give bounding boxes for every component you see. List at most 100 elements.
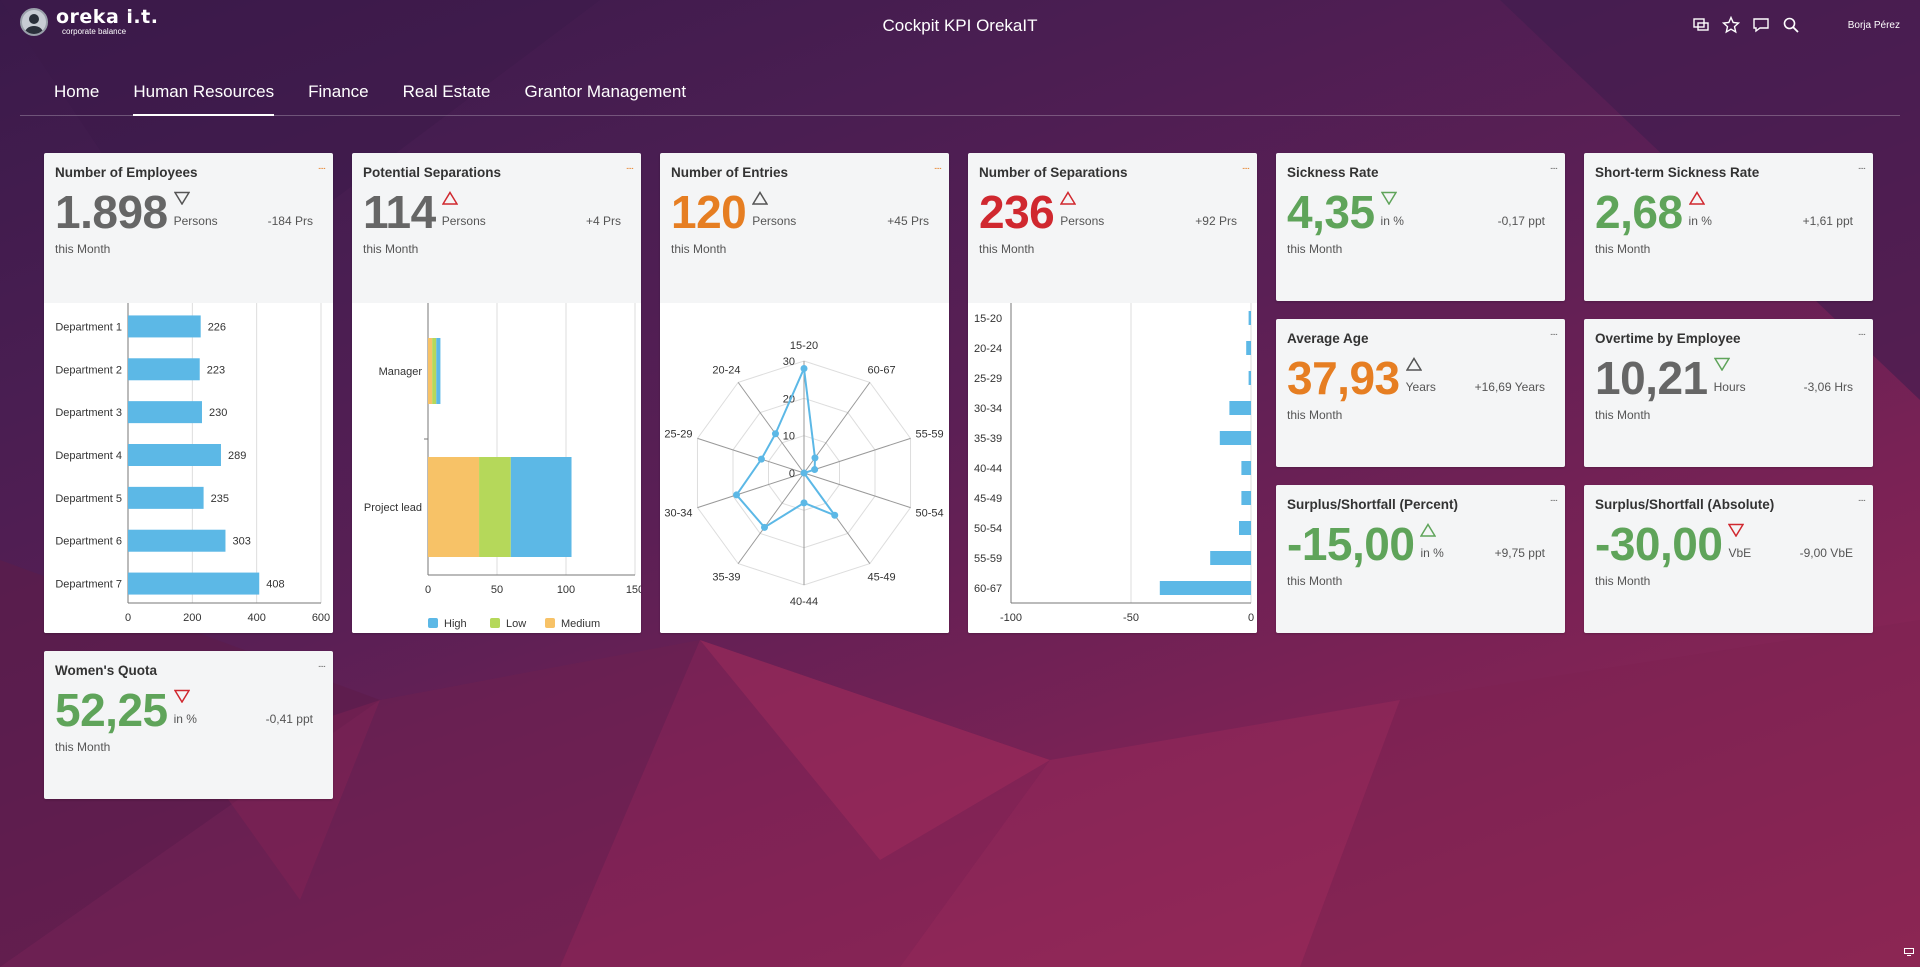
data-label: 235 — [211, 493, 229, 505]
legend-label: Low — [506, 618, 526, 630]
kpi-value: 2,68 — [1595, 186, 1683, 238]
trend-down-icon — [173, 689, 190, 708]
bar — [1159, 581, 1251, 595]
feedback-icon[interactable] — [1752, 16, 1770, 34]
tile-menu-icon[interactable]: .... — [1549, 161, 1558, 172]
radar-spoke — [737, 382, 805, 474]
tile-menu-icon[interactable]: .... — [317, 659, 326, 670]
bar — [1239, 521, 1251, 535]
tile-menu-icon[interactable]: .... — [625, 161, 634, 172]
tab-real-estate[interactable]: Real Estate — [402, 82, 491, 101]
radar-point — [761, 523, 769, 531]
data-label: 230 — [209, 407, 227, 419]
logo-sub-text: corporate balance — [62, 27, 127, 36]
potential-separations-chart: 0 50 100 150 Manager Project lead High Low Mediu… — [364, 303, 641, 630]
radar-point — [831, 511, 839, 519]
tile-number-of-separations[interactable]: Number of Separations .... 236 Persons +… — [968, 153, 1257, 633]
y-tick-label: Project lead — [364, 502, 422, 514]
kpi-period: this Month — [1287, 408, 1343, 422]
y-tick-label: Department 4 — [55, 450, 122, 462]
tile-title: Surplus/Shortfall (Percent) — [1287, 497, 1459, 512]
tile-menu-icon[interactable]: .... — [1549, 327, 1558, 338]
radar-category-label: 40-44 — [790, 596, 818, 608]
kpi-period: this Month — [55, 242, 111, 256]
y-tick-label: 15-20 — [974, 313, 1002, 325]
tile-menu-icon[interactable]: .... — [1241, 161, 1250, 172]
tile-potential-separations[interactable]: Potential Separations .... 114 Persons +… — [352, 153, 641, 633]
tile-menu-icon[interactable]: .... — [1549, 493, 1558, 504]
kpi-delta: -184 Prs — [267, 214, 313, 228]
company-logo[interactable]: oreka i.t. corporate balance — [20, 8, 158, 36]
tab-home[interactable]: Home — [54, 82, 100, 101]
tile-menu-icon[interactable]: .... — [317, 161, 326, 172]
kpi-value: 37,93 — [1287, 352, 1400, 404]
kpi-unit: Persons — [1060, 214, 1105, 228]
tile-surplus-shortfall-percent[interactable]: Surplus/Shortfall (Percent) .... -15,00 … — [1276, 485, 1565, 633]
kpi-delta: +16,69 Years — [1474, 380, 1545, 394]
user-name[interactable]: Borja Pérez — [1847, 20, 1900, 31]
tile-title: Overtime by Employee — [1595, 331, 1741, 346]
tile-womens-quota[interactable]: Women's Quota .... 52,25 in % -0,41 ppt … — [44, 651, 333, 799]
bar — [1219, 431, 1251, 445]
bar — [1241, 461, 1251, 475]
shell-header: oreka i.t. corporate balance Cockpit KPI… — [0, 0, 1920, 52]
y-tick-label: 60-67 — [974, 583, 1002, 595]
tab-grantor-management[interactable]: Grantor Management — [524, 82, 687, 101]
tile-title: Short-term Sickness Rate — [1595, 165, 1760, 180]
radar-point — [800, 469, 808, 477]
kpi-delta: +45 Prs — [887, 214, 929, 228]
tab-human-resources[interactable]: Human Resources — [133, 72, 275, 116]
tile-number-of-employees[interactable]: Number of Employees .... 1.898 Persons -… — [44, 153, 333, 633]
tile-sickness-rate[interactable]: Sickness Rate .... 4,35 in % -0,17 ppt t… — [1276, 153, 1565, 301]
tile-title: Potential Separations — [363, 165, 502, 180]
kpi-unit: Persons — [173, 214, 218, 228]
radar-category-label: 50-54 — [915, 508, 943, 520]
legend-label: High — [444, 618, 467, 630]
trend-down-icon — [1728, 523, 1745, 542]
tile-menu-icon[interactable]: .... — [1857, 327, 1866, 338]
notifications-icon[interactable] — [1692, 16, 1710, 34]
kpi-unit: in % — [1380, 214, 1404, 228]
x-tick-label: 400 — [247, 612, 265, 624]
radar-category-label: 20-24 — [712, 364, 740, 376]
y-tick-label: Department 3 — [55, 407, 122, 419]
kpi-period: this Month — [1595, 242, 1651, 256]
avatar[interactable] — [20, 8, 48, 36]
radar-tick-label: 10 — [783, 431, 795, 443]
tile-average-age[interactable]: Average Age .... 37,93 Years +16,69 Year… — [1276, 319, 1565, 467]
tile-menu-icon[interactable]: .... — [1857, 493, 1866, 504]
chat-icon[interactable] — [1904, 943, 1914, 961]
bar — [1248, 371, 1251, 385]
y-tick-label: Department 2 — [55, 364, 122, 376]
trend-down-icon — [1380, 191, 1397, 210]
bar-segment — [510, 457, 572, 557]
tile-menu-icon[interactable]: .... — [1857, 161, 1866, 172]
tile-title: Number of Employees — [55, 165, 198, 180]
legend-swatch — [545, 618, 555, 628]
kpi-value: 114 — [363, 186, 436, 238]
y-tick-label: Department 7 — [55, 579, 122, 591]
tab-finance[interactable]: Finance — [308, 82, 369, 101]
x-tick-label: 0 — [1248, 612, 1254, 624]
kpi-unit: in % — [173, 712, 197, 726]
favorites-star-icon[interactable] — [1721, 15, 1741, 34]
radar-tick-label: 0 — [789, 468, 795, 480]
y-tick-label: 50-54 — [974, 523, 1002, 535]
kpi-value: 1.898 — [55, 186, 168, 238]
tile-short-term-sickness-rate[interactable]: Short-term Sickness Rate .... 2,68 in % … — [1584, 153, 1873, 301]
y-tick-label: Department 5 — [55, 493, 122, 505]
tile-surplus-shortfall-absolute[interactable]: Surplus/Shortfall (Absolute) .... -30,00… — [1584, 485, 1873, 633]
bar — [128, 572, 260, 595]
search-icon[interactable] — [1782, 16, 1800, 34]
tile-number-of-entries[interactable]: Number of Entries .... 120 Persons +45 P… — [660, 153, 949, 633]
tile-title: Average Age — [1287, 331, 1369, 346]
trend-up-icon — [1059, 191, 1077, 210]
kpi-unit: in % — [1688, 214, 1712, 228]
tile-menu-icon[interactable]: .... — [933, 161, 942, 172]
radar-point — [733, 491, 741, 499]
kpi-unit: Persons — [752, 214, 797, 228]
bar — [1241, 491, 1251, 505]
y-tick-label: 45-49 — [974, 493, 1002, 505]
tile-overtime-by-employee[interactable]: Overtime by Employee .... 10,21 Hours -3… — [1584, 319, 1873, 467]
radar-tick-label: 30 — [783, 356, 795, 368]
